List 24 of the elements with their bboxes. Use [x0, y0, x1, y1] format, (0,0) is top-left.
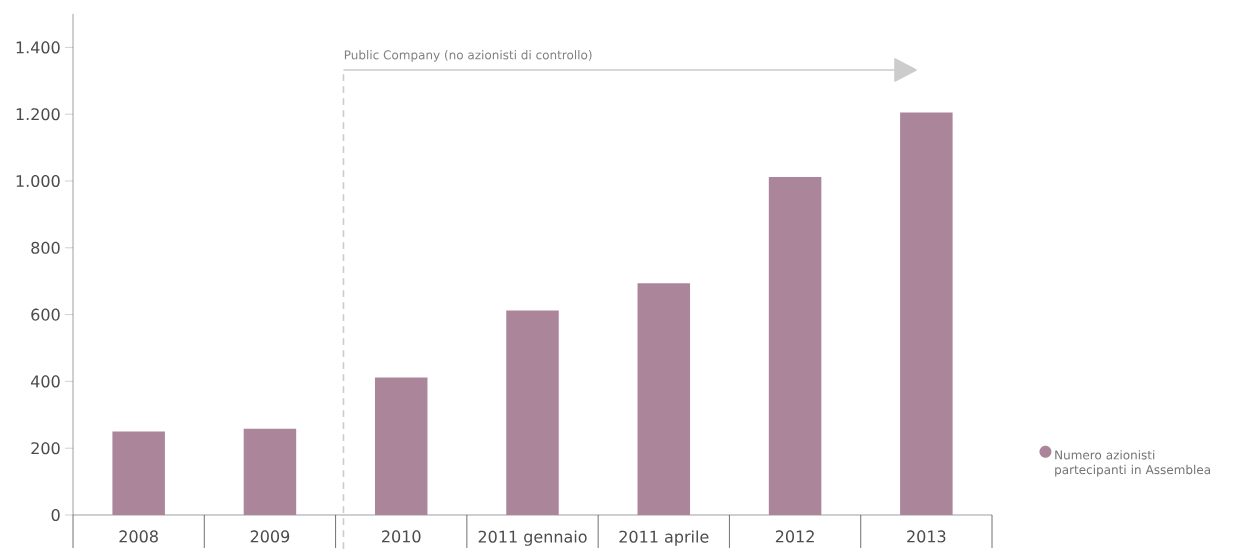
y-tick-label: 0: [51, 508, 60, 521]
bar: [374, 377, 428, 515]
x-tick-label: 2011 aprile: [619, 530, 709, 546]
bar: [112, 431, 165, 515]
x-tick-label: 2013: [907, 530, 946, 543]
y-tick-label: 800: [31, 241, 60, 254]
x-tick-label: 2011 gennaio: [478, 530, 587, 546]
y-tick-label: 200: [31, 442, 60, 455]
y-tick-label: 1.000: [16, 174, 60, 187]
y-tick-label: 400: [30, 375, 60, 388]
bar: [900, 112, 953, 515]
x-tick-label: 2012: [775, 530, 814, 543]
x-tick-label: 2008: [119, 530, 158, 543]
legend-label: Numero azionisti partecipanti in Assemblea: [1055, 450, 1210, 477]
bar: [768, 176, 822, 515]
x-tick-label: 2010: [382, 530, 421, 543]
x-tick-label: 2009: [250, 530, 290, 543]
ref-line-label: Public Company (no azionisti di controllo): [344, 49, 592, 62]
y-tick-label: 600: [31, 308, 60, 321]
bar: [506, 310, 559, 515]
y-tick-label: 1.200: [16, 108, 60, 121]
y-tick-label: 1.400: [16, 41, 60, 54]
bar: [243, 428, 297, 515]
bar: [637, 283, 691, 515]
